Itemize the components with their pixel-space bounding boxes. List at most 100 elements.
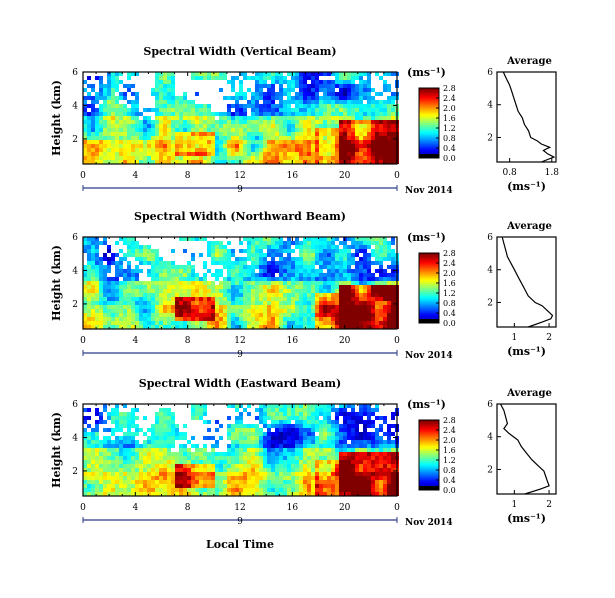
heatmap-cell (227, 265, 231, 269)
heatmap-cell (319, 412, 323, 416)
heatmap-cell (179, 112, 183, 116)
heatmap-cell (103, 480, 107, 484)
heatmap-cell (243, 277, 247, 281)
heatmap-cell (311, 460, 315, 464)
heatmap-cell (115, 160, 119, 164)
heatmap-cell (275, 416, 279, 420)
heatmap-cell (291, 444, 295, 448)
heatmap-cell (331, 297, 335, 301)
heatmap-cell (91, 285, 95, 289)
x-tick-label: 16 (287, 336, 299, 346)
heatmap-cell (379, 325, 383, 329)
heatmap-cell (307, 241, 311, 245)
heatmap-cell (223, 253, 227, 257)
heatmap-cell (219, 301, 223, 305)
heatmap-cell (215, 480, 219, 484)
heatmap-cell (295, 317, 299, 321)
heatmap-cell (215, 257, 219, 261)
heatmap-cell (147, 285, 151, 289)
heatmap-cell (291, 492, 295, 496)
heatmap-cell (323, 265, 327, 269)
heatmap-cell (175, 488, 179, 492)
heatmap-cell (91, 120, 95, 124)
heatmap-cell (383, 301, 387, 305)
heatmap-cell (291, 484, 295, 488)
heatmap-cell (219, 120, 223, 124)
heatmap-cell (139, 301, 143, 305)
heatmap-cell (351, 317, 355, 321)
heatmap-cell (255, 309, 259, 313)
heatmap-cell (371, 301, 375, 305)
heatmap-cell (383, 148, 387, 152)
heatmap-cell (87, 321, 91, 325)
heatmap-cell (275, 432, 279, 436)
heatmap-cell (347, 472, 351, 476)
heatmap-cell (239, 281, 243, 285)
heatmap-cell (259, 321, 263, 325)
heatmap-cell (327, 309, 331, 313)
heatmap-cell (331, 484, 335, 488)
heatmap-cell (151, 460, 155, 464)
heatmap-cell (119, 293, 123, 297)
heatmap-cell (275, 136, 279, 140)
heatmap-cell (155, 289, 159, 293)
heatmap-cell (259, 452, 263, 456)
heatmap-cell (367, 281, 371, 285)
heatmap-cell (247, 293, 251, 297)
heatmap-cell (387, 464, 391, 468)
heatmap-cell (383, 144, 387, 148)
heatmap-cell (391, 464, 395, 468)
heatmap-cell (303, 309, 307, 313)
heatmap-cell (95, 301, 99, 305)
heatmap-cell (267, 108, 271, 112)
heatmap-cell (91, 460, 95, 464)
heatmap-cell (267, 321, 271, 325)
heatmap-cell (147, 281, 151, 285)
heatmap-cell (323, 428, 327, 432)
heatmap-cell (103, 321, 107, 325)
heatmap-cell (247, 452, 251, 456)
heatmap-cell (115, 269, 119, 273)
heatmap-cell (255, 285, 259, 289)
heatmap-cell (359, 432, 363, 436)
heatmap-cell (347, 104, 351, 108)
heatmap-cell (199, 148, 203, 152)
heatmap-cell (231, 144, 235, 148)
heatmap-cell (83, 472, 87, 476)
heatmap-cell (107, 285, 111, 289)
heatmap-cell (203, 460, 207, 464)
heatmap-cell (255, 132, 259, 136)
heatmap-cell (375, 249, 379, 253)
heatmap-cell (303, 416, 307, 420)
heatmap-cell (295, 452, 299, 456)
heatmap-cell (271, 128, 275, 132)
heatmap-cell (223, 281, 227, 285)
heatmap-cell (323, 273, 327, 277)
heatmap-cell (151, 136, 155, 140)
colorbar-tick-label: 1.6 (443, 114, 456, 123)
heatmap-cell (387, 313, 391, 317)
heatmap-cell (239, 424, 243, 428)
heatmap-cell (335, 424, 339, 428)
heatmap-cell (315, 96, 319, 100)
heatmap-cell (303, 305, 307, 309)
heatmap-cell (103, 297, 107, 301)
heatmap-cell (203, 104, 207, 108)
heatmap-cell (127, 412, 131, 416)
heatmap-cell (147, 249, 151, 253)
heatmap-cell (319, 456, 323, 460)
heatmap-cell (115, 476, 119, 480)
heatmap-cell (379, 152, 383, 156)
heatmap-cell (387, 305, 391, 309)
heatmap-cell (99, 472, 103, 476)
heatmap-cell (351, 472, 355, 476)
heatmap-cell (203, 237, 207, 241)
heatmap-cell (283, 241, 287, 245)
heatmap-cell (343, 317, 347, 321)
heatmap-cell (263, 424, 267, 428)
heatmap-cell (363, 241, 367, 245)
heatmap-cell (355, 108, 359, 112)
heatmap-cell (183, 313, 187, 317)
heatmap-cell (299, 136, 303, 140)
heatmap-cell (83, 313, 87, 317)
